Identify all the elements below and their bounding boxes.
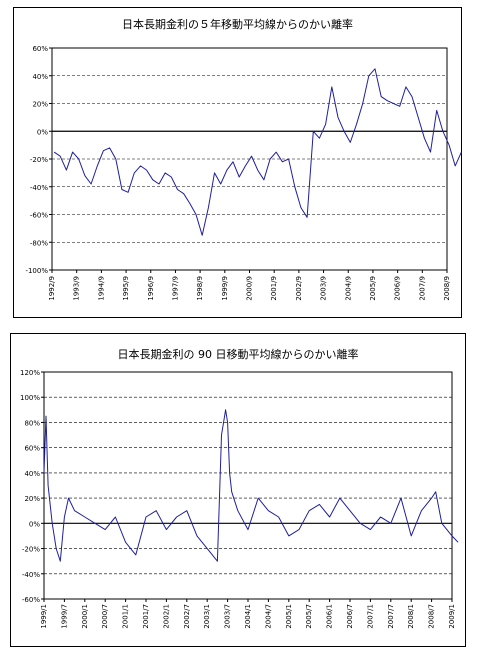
- y-tick-label: -100%: [25, 267, 48, 275]
- x-tick-label: 2000/7: [101, 604, 109, 629]
- x-tick-label: 2001/1: [122, 604, 130, 629]
- y-tick-label: 20%: [32, 101, 48, 109]
- x-tick-label: 2003/1: [203, 604, 211, 629]
- chart-svg-bottom: 120% 100% 80% 60% 40% 20% 0% -20% -40% -60%1999/1…: [20, 369, 459, 629]
- y-tick-label: -40%: [22, 571, 40, 579]
- y-tick-label: 120%: [20, 369, 40, 377]
- x-tick-label: 1998/9: [196, 276, 204, 301]
- x-tick-label: 1993/9: [73, 276, 81, 301]
- x-tick-label: 1999/7: [60, 604, 68, 629]
- x-tick-label: 2004/7: [264, 604, 272, 629]
- y-tick-label: -40%: [30, 184, 48, 192]
- y-tick-label: -20%: [22, 546, 40, 554]
- chart-panel-top: 日本長期金利の５年移動平均線からのかい離率 60% 40% 20% 0% -20% -40…: [13, 7, 462, 318]
- x-tick-label: 2005/9: [369, 276, 377, 301]
- x-tick-label: 2004/9: [344, 276, 352, 301]
- x-tick-label: 2008/7: [428, 604, 436, 629]
- series-line: [53, 68, 462, 236]
- y-tick-label: 0%: [29, 520, 40, 528]
- x-tick-label: 1995/9: [122, 276, 130, 301]
- x-tick-label: 2006/7: [346, 604, 354, 629]
- x-tick-label: 2007/7: [387, 604, 395, 629]
- x-tick-label: 2005/1: [285, 604, 293, 629]
- x-tick-label: 2000/1: [81, 604, 89, 629]
- x-tick-label: 2001/7: [142, 604, 150, 629]
- x-tick-label: 2003/7: [224, 604, 232, 629]
- x-tick-label: 1992/9: [48, 276, 56, 301]
- x-tick-label: 2009/1: [448, 604, 456, 629]
- chart-panel-bottom: 日本長期金利の 90 日移動平均線からのかい離率 120% 100% 80% 60% 4…: [10, 333, 466, 647]
- x-tick-label: 2004/1: [244, 604, 252, 629]
- chart-title: 日本長期金利の５年移動平均線からのかい離率: [122, 18, 353, 31]
- x-tick-label: 1997/9: [171, 276, 179, 301]
- x-tick-label: 2002/7: [183, 604, 191, 629]
- y-tick-label: -60%: [22, 596, 40, 604]
- x-tick-label: 1994/9: [97, 276, 105, 301]
- y-tick-label: 40%: [24, 470, 40, 478]
- x-tick-label: 2005/7: [305, 604, 313, 629]
- y-tick-label: -20%: [30, 156, 48, 164]
- x-tick-label: 2007/9: [418, 276, 426, 301]
- x-tick-label: 2002/9: [295, 276, 303, 301]
- x-tick-label: 2008/9: [443, 276, 451, 301]
- chart-svg-top: 60% 40% 20% 0% -20% -40% -60% -80% -100%1992/9 19…: [25, 45, 462, 301]
- x-tick-label: 1999/9: [221, 276, 229, 301]
- series-line: [43, 409, 459, 562]
- y-tick-label: -80%: [30, 239, 48, 247]
- y-tick-label: 80%: [24, 419, 40, 427]
- y-tick-label: 20%: [24, 495, 40, 503]
- x-tick-label: 2007/1: [366, 604, 374, 629]
- x-tick-label: 2003/9: [320, 276, 328, 301]
- y-tick-label: 40%: [32, 73, 48, 81]
- y-tick-label: 0%: [37, 128, 48, 136]
- x-tick-label: 2006/9: [394, 276, 402, 301]
- y-tick-label: 60%: [24, 445, 40, 453]
- chart-title: 日本長期金利の 90 日移動平均線からのかい離率: [117, 348, 359, 361]
- plot-frame: [43, 371, 453, 600]
- y-tick-label: 60%: [32, 45, 48, 53]
- y-tick-label: 100%: [20, 394, 40, 402]
- x-tick-label: 2006/1: [326, 604, 334, 629]
- x-tick-label: 2000/9: [246, 276, 254, 301]
- y-tick-label: -60%: [30, 212, 48, 220]
- x-tick-label: 2008/1: [407, 604, 415, 629]
- x-tick-label: 1996/9: [147, 276, 155, 301]
- x-tick-label: 2001/9: [270, 276, 278, 301]
- x-tick-label: 1999/1: [40, 604, 48, 629]
- x-tick-label: 2002/1: [162, 604, 170, 629]
